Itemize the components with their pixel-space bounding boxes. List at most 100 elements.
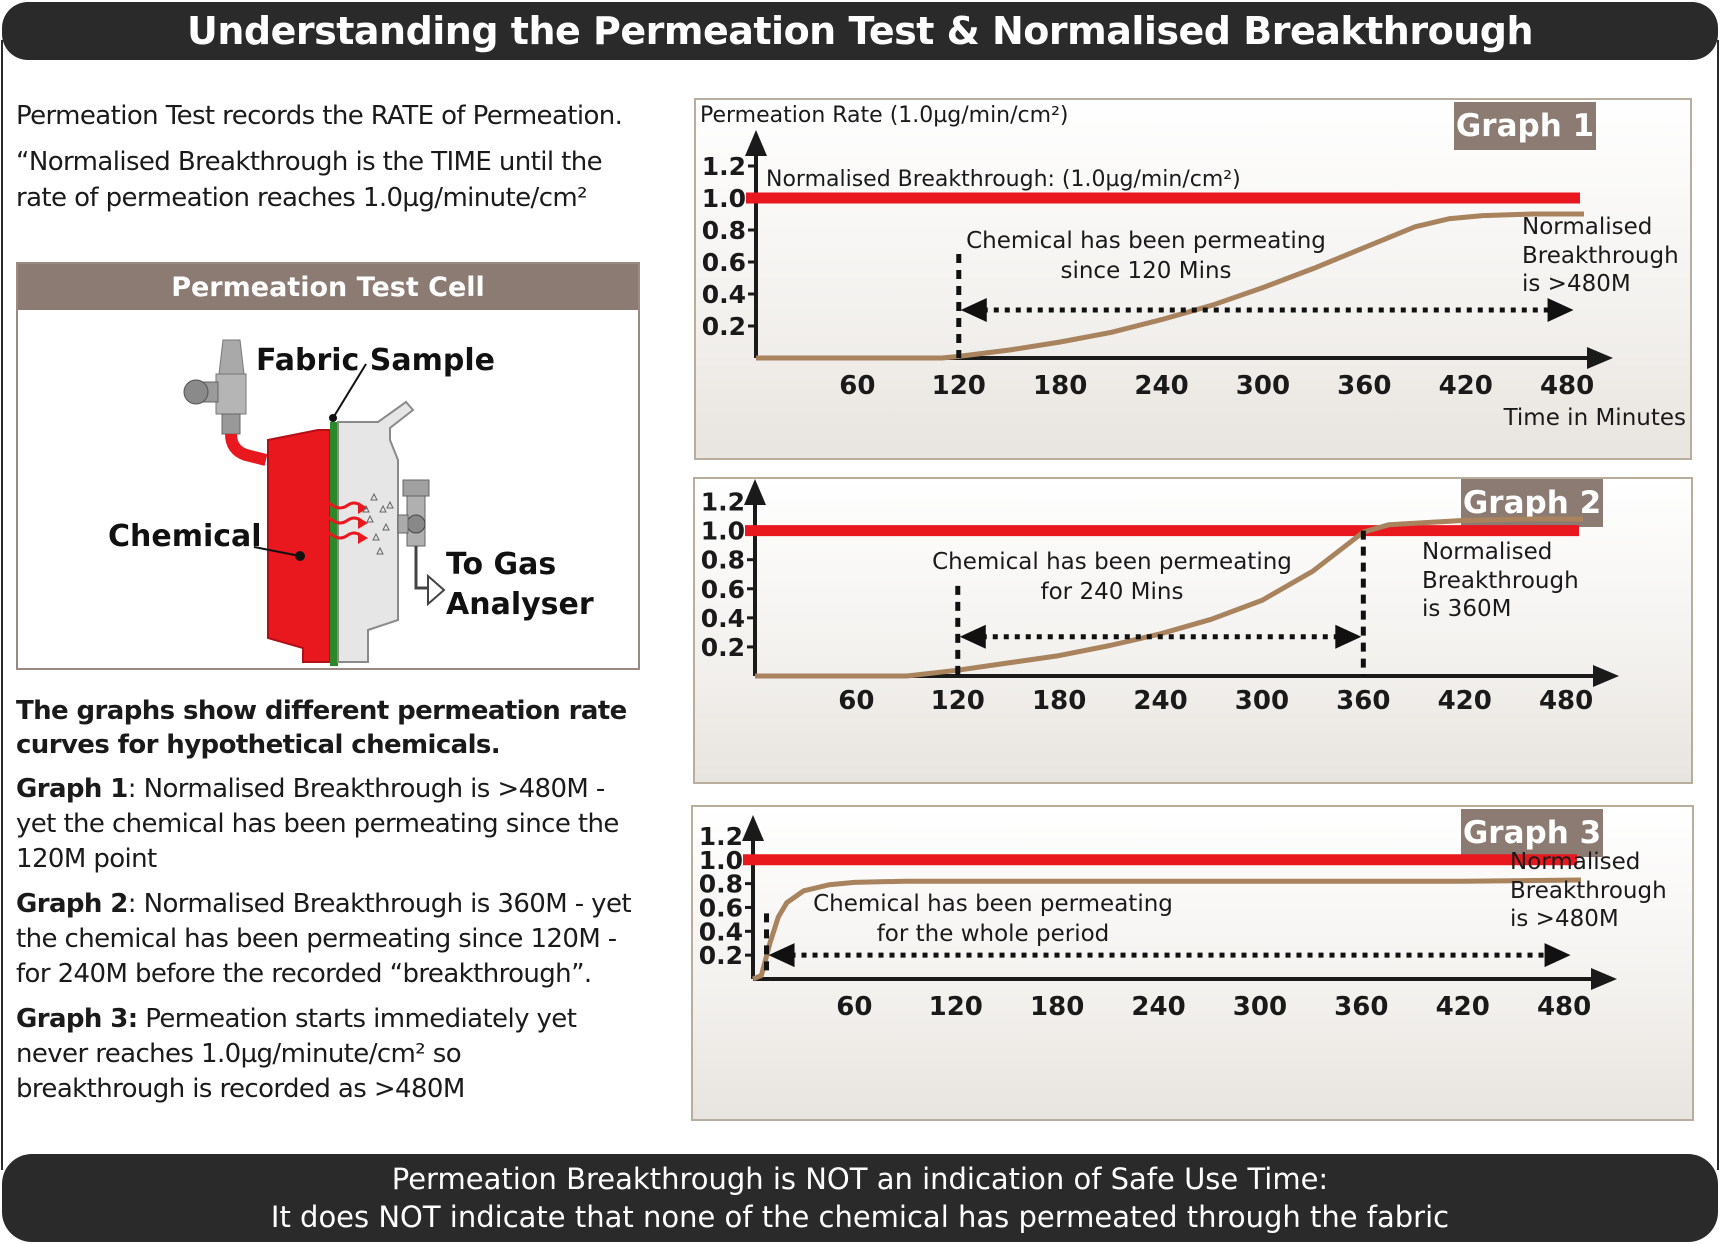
permeation-curve (756, 211, 1584, 361)
explanation-graph-3-text-3: breakthrough is recorded as >480M (16, 1074, 465, 1104)
explanation-graph-2-text-1: : Normalised Breakthrough is 360M - yet (127, 889, 632, 919)
graph-3-panel: Graph 3 1.2 1.0 0.8 0.6 0.4 0.2 60 120 180 240 300 3… (691, 805, 1694, 1121)
outlet-flow-line (414, 546, 430, 590)
y-tick-label: 0.8 (699, 870, 743, 899)
graph-badge-label-3: Graph 3 (1463, 815, 1601, 851)
explanation-graph-1-text-2: yet the chemical has been permeating sin… (16, 809, 619, 839)
breakthrough-note-line-2: Breakthrough (1510, 878, 1667, 904)
fabric-sample-layer (330, 422, 338, 666)
graph-badge-3 (1461, 809, 1603, 857)
y-tick-label: 0.4 (701, 604, 745, 633)
x-tick-label: 360 (1337, 371, 1391, 401)
explanation-lead-line-1: The graphs show different permeation rat… (16, 696, 627, 726)
test-cell-panel: Permeation Test Cell (16, 262, 640, 670)
label-analyser: Analyser (446, 587, 594, 622)
x-tick-label: 360 (1336, 686, 1390, 716)
x-tick-label: 480 (1539, 686, 1593, 716)
x-tick-label: 420 (1438, 686, 1492, 716)
outlet-valve-icon (397, 479, 430, 547)
explanation-graph-3: Graph 3: Permeation starts immediately y… (16, 1002, 656, 1107)
duration-arrow-right-icon (1544, 943, 1571, 968)
graph-3-chart: Graph 3 1.21.00.80.60.40.2 60 120 180 240 300 3… (699, 809, 1667, 1022)
collection-chamber (337, 400, 415, 663)
footer-line-1: Permeation Breakthrough is NOT an indica… (391, 1162, 1329, 1196)
explanation-graph-1-text-1: : Normalised Breakthrough is >480M - (127, 774, 606, 804)
inlet-valve-icon (183, 339, 247, 435)
x-tick-label: 60 (838, 686, 874, 716)
x-tick-label: 360 (1334, 992, 1388, 1022)
x-tick-label: 420 (1436, 992, 1490, 1022)
label-to-gas: To Gas (446, 547, 556, 582)
explanation-graph-2-title: Graph 2 (16, 889, 128, 919)
x-tick-label: 120 (932, 371, 986, 401)
annotation-line-2: for the whole period (877, 921, 1110, 947)
annotation-line-1: Chemical has been permeating (966, 228, 1326, 254)
x-tick-label: 240 (1131, 992, 1185, 1022)
explanation-graph-3-title: Graph 3: (16, 1004, 138, 1034)
y-tick-label: 1.0 (702, 184, 746, 213)
explanation-graph-1: Graph 1: Normalised Breakthrough is >480… (16, 772, 656, 877)
graph-1-panel: Graph 1 Permeation Rate (1.0µg/min/cm²) 1.… (694, 98, 1692, 460)
breakthrough-note-line-1: Normalised (1510, 849, 1640, 875)
explanation-graph-2-text-3: for 240M before the recorded “breakthrou… (16, 959, 592, 989)
permeation-curve (752, 877, 1582, 982)
breakthrough-note-line-1: Normalised (1522, 214, 1652, 240)
chemical-chamber (267, 429, 331, 663)
explanation-lead: The graphs show different permeation rat… (16, 694, 656, 762)
fabric-leader-line (332, 363, 367, 419)
y-tick-label: 0.4 (699, 917, 743, 946)
duration-arrow-right-icon (1335, 624, 1362, 649)
footer-warning: Permeation Breakthrough is NOT an indica… (2, 1154, 1718, 1242)
explanation-lead-line-2: curves for hypothetical chemicals. (16, 730, 501, 760)
y-axis-arrow-icon (745, 130, 767, 156)
y-axis-arrow-icon (744, 479, 766, 505)
label-chemical: Chemical (108, 519, 262, 554)
breakthrough-note-line-1: Normalised (1422, 539, 1552, 565)
label-fabric-sample: Fabric Sample (256, 343, 495, 378)
y-tick-label: 1.2 (699, 822, 743, 851)
y-tick-label: 0.4 (702, 280, 746, 309)
y-tick-label: 1.2 (701, 488, 745, 517)
x-tick-label: 60 (839, 371, 875, 401)
duration-arrow-left-icon (959, 624, 986, 649)
intro-line-rate: Permeation Test records the RATE of Perm… (16, 101, 623, 131)
y-tick-label: 0.2 (702, 312, 746, 341)
intro-text: Permeation Test records the RATE of Perm… (16, 98, 656, 216)
footer-line-2: It does NOT indicate that none of the ch… (270, 1200, 1450, 1234)
y-tick-label: 0.6 (701, 575, 745, 604)
test-cell-header: Permeation Test Cell (18, 264, 638, 310)
annotation-line-1: Chemical has been permeating (932, 549, 1292, 575)
graph-1-chart: Graph 1 Permeation Rate (1.0µg/min/cm²) 1.… (700, 102, 1686, 431)
x-tick-label: 240 (1133, 686, 1187, 716)
x-tick-label: 480 (1537, 992, 1591, 1022)
y-tick-label: 0.8 (701, 546, 745, 575)
x-tick-label: 180 (1030, 992, 1084, 1022)
breakthrough-note-line-2: Breakthrough (1522, 243, 1679, 269)
annotation-line-2: since 120 Mins (1060, 258, 1231, 284)
permeation-wave-icon (315, 500, 361, 540)
y-tick-label: 1.2 (702, 152, 746, 181)
test-cell-diagram: Fabric Sample Chemical To Gas Analyser (108, 339, 594, 666)
page-title: Understanding the Permeation Test & Norm… (2, 2, 1718, 60)
graph-badge-1 (1454, 102, 1596, 150)
x-tick-label: 300 (1236, 371, 1290, 401)
explanation-graph-1-text-3: 120M point (16, 844, 157, 874)
x-tick-label: 240 (1134, 371, 1188, 401)
chemical-leader-line (253, 546, 301, 557)
to-analyser-arrow-icon (427, 573, 446, 607)
x-tick-label: 300 (1233, 992, 1287, 1022)
x-tick-label: 180 (1033, 371, 1087, 401)
y-tick-label: 1.0 (699, 846, 743, 875)
threshold-label: Normalised Breakthrough: (1.0µg/min/cm²) (766, 167, 1241, 192)
x-tick-label: 480 (1540, 371, 1594, 401)
x-axis-arrow-icon (1587, 347, 1613, 369)
graph-2-panel: Graph 2 1.2 1.0 0.8 0.6 0.4 0.2 60 120 180 240 300 3… (693, 477, 1693, 784)
y-tick-label: 0.6 (699, 893, 743, 922)
x-tick-label: 120 (931, 686, 985, 716)
explanation-graph-3-text-1: Permeation starts immediately yet (137, 1004, 577, 1034)
graph-2-chart: Graph 2 1.21.00.80.60.40.2 60 120 180 240 300 3… (701, 479, 1619, 716)
x-tick-label: 120 (929, 992, 983, 1022)
duration-arrow-left-icon (768, 943, 795, 968)
x-tick-label: 300 (1235, 686, 1289, 716)
breakthrough-note-line-3: is >480M (1510, 906, 1619, 932)
